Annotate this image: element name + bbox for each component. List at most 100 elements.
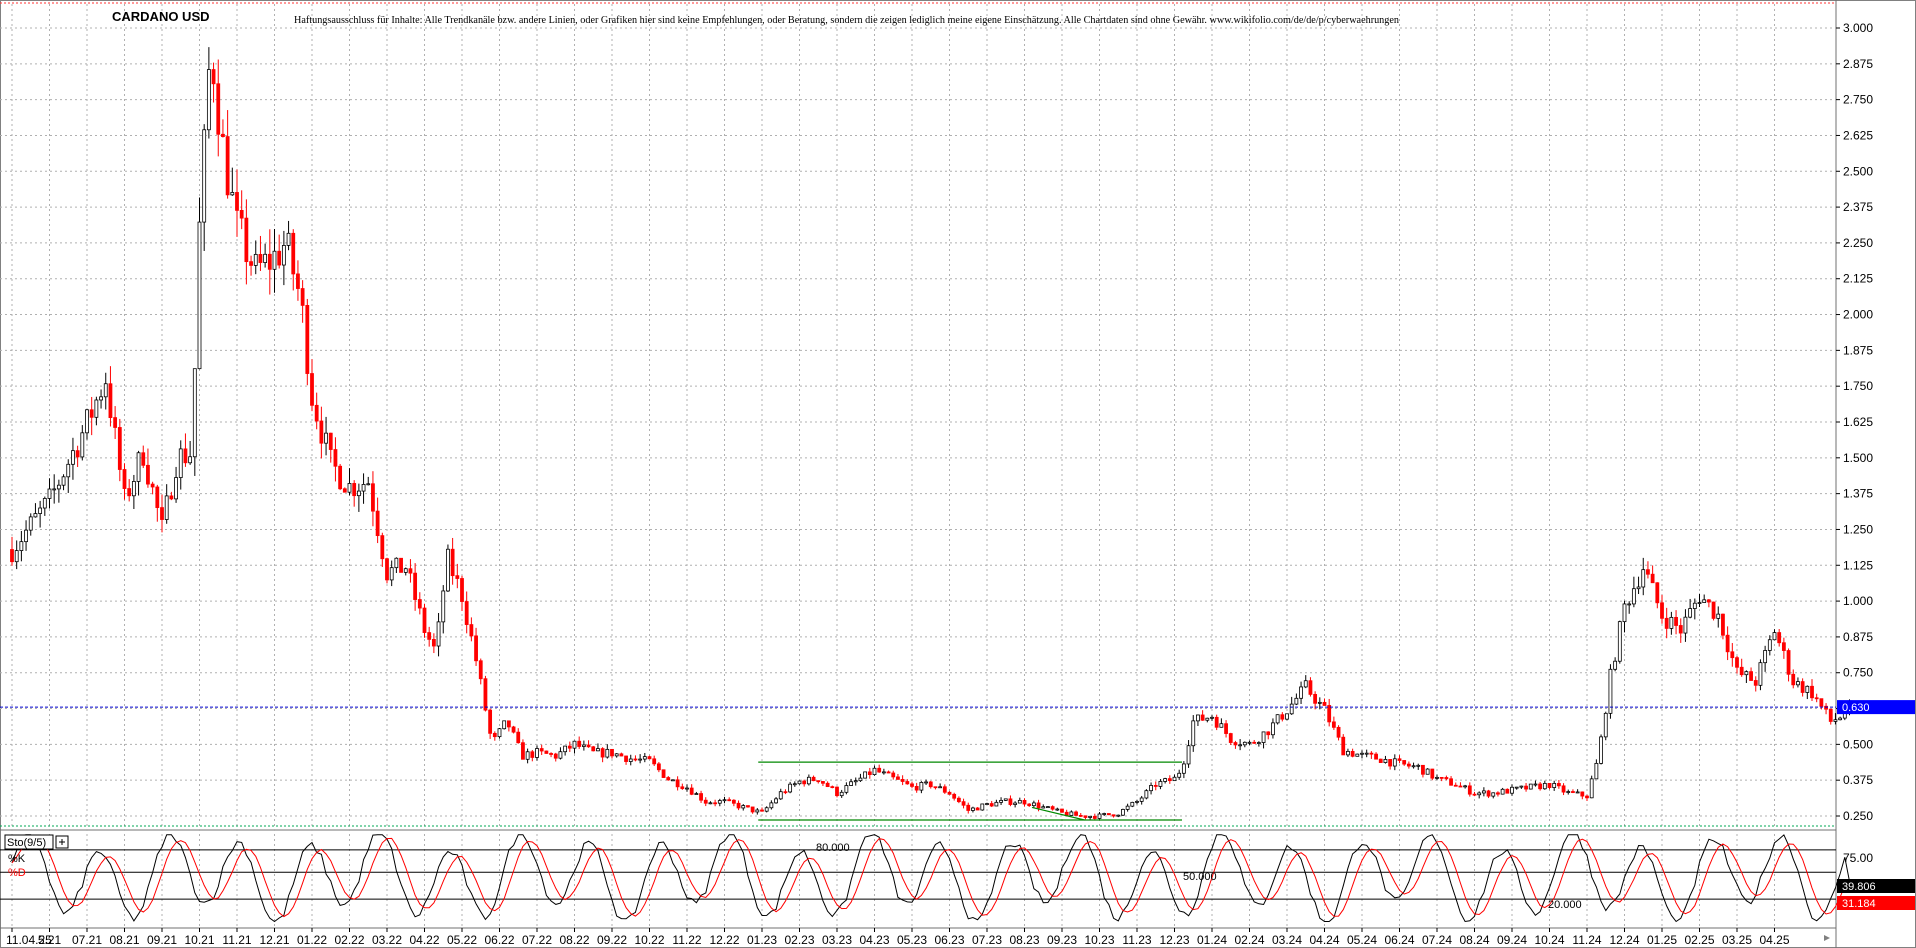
candle-body <box>717 800 722 804</box>
candle-body <box>1617 621 1622 662</box>
candle-body <box>427 632 432 640</box>
candle-body <box>1308 680 1313 695</box>
candle-body <box>460 578 464 602</box>
candle-body <box>1041 806 1046 809</box>
candle-body <box>572 740 577 749</box>
candle-body <box>1547 782 1552 788</box>
x-tick-label: 11.23 <box>1122 933 1151 947</box>
x-tick-label: 08.21 <box>109 933 139 947</box>
candle-body <box>174 477 178 500</box>
candle-body <box>113 417 118 428</box>
candle-body <box>928 781 933 788</box>
candle-body <box>305 304 310 374</box>
candle-body <box>1219 723 1224 728</box>
x-tick-label: 09.23 <box>1047 933 1077 947</box>
candle-body <box>1458 785 1463 788</box>
candle-body <box>1735 657 1739 668</box>
candle-body <box>61 476 66 486</box>
x-tick-label: 12.23 <box>1159 933 1189 947</box>
candle-body <box>230 192 235 196</box>
candle-body <box>1571 791 1575 793</box>
candle-body <box>980 803 985 811</box>
candle-body <box>164 495 169 520</box>
candle-body <box>956 797 961 803</box>
candle-body <box>656 763 661 771</box>
candle-body <box>1767 639 1772 651</box>
candle-body <box>1566 791 1571 793</box>
candle-body <box>924 781 928 784</box>
candle-body <box>1088 815 1093 818</box>
candle-body <box>42 498 47 509</box>
candle-body <box>1730 651 1735 659</box>
candle-body <box>638 758 643 761</box>
candle-body <box>1702 599 1707 603</box>
candle-body <box>1205 717 1210 721</box>
candle-body <box>1805 685 1810 693</box>
candle-body <box>94 399 99 418</box>
candle-body <box>600 748 605 758</box>
candle-body <box>1641 569 1646 588</box>
x-tick-label: 04.22 <box>409 933 439 947</box>
candle-body <box>675 779 680 788</box>
candle-body <box>403 568 408 573</box>
candle-body <box>652 758 657 765</box>
candle-body <box>66 463 71 478</box>
candle-body <box>1425 768 1430 775</box>
candle-body <box>1763 650 1768 664</box>
candle-body <box>202 129 207 223</box>
candle-body <box>1416 764 1421 767</box>
x-tick-label: 09.24 <box>1497 933 1527 947</box>
y-tick-label: 3.000 <box>1843 21 1873 35</box>
x-tick-label: 03.23 <box>822 933 852 947</box>
indicator-expand-icon[interactable] <box>55 835 69 849</box>
candle-body <box>727 799 732 802</box>
candle-body <box>1388 759 1393 767</box>
candle-body <box>1238 744 1243 747</box>
candle-body <box>886 771 891 774</box>
candle-body <box>567 745 572 749</box>
candle-body <box>1542 782 1547 790</box>
candle-body <box>1453 784 1458 787</box>
candle-body <box>1814 697 1819 700</box>
y-tick-label: 0.750 <box>1843 666 1873 680</box>
candle-body <box>863 771 868 779</box>
candle-body <box>722 799 727 802</box>
candle-body <box>610 748 614 757</box>
x-tick-label: 06.23 <box>934 933 964 947</box>
x-tick-label: 04.23 <box>859 933 889 947</box>
candle-body <box>671 779 675 782</box>
candle-body <box>417 599 422 609</box>
candle-body <box>985 803 989 805</box>
scroll-right-icon[interactable] <box>1824 935 1830 941</box>
y-tick-label: 1.375 <box>1843 487 1873 501</box>
candle-body <box>258 253 263 263</box>
candle-body <box>821 781 825 784</box>
y-tick-label: 2.875 <box>1843 57 1873 71</box>
candle-body <box>1200 714 1205 721</box>
candle-body <box>736 802 741 809</box>
candle-body <box>633 758 638 761</box>
candle-body <box>1317 701 1322 704</box>
candle-body <box>319 420 324 444</box>
candle-body <box>1838 717 1843 721</box>
candle-body <box>792 783 797 786</box>
x-tick-label: 01.23 <box>747 933 777 947</box>
candle-body <box>811 776 816 782</box>
x-tick-label: 02.25 <box>1684 933 1714 947</box>
candle-body <box>619 753 624 757</box>
inline-level-80: 80.000 <box>816 842 850 854</box>
candle-body <box>1786 650 1791 675</box>
candle-body <box>1374 753 1378 760</box>
candle-body <box>994 801 999 807</box>
candle-body <box>24 529 28 543</box>
x-tick-label: 07.21 <box>72 933 102 947</box>
candle-body <box>141 452 146 466</box>
candle-body <box>1271 722 1275 736</box>
candle-body <box>99 396 103 401</box>
candle-body <box>1125 805 1130 810</box>
candle-body <box>267 253 272 270</box>
candle-body <box>1355 753 1360 757</box>
candle-body <box>703 799 708 804</box>
candle-body <box>216 83 221 135</box>
